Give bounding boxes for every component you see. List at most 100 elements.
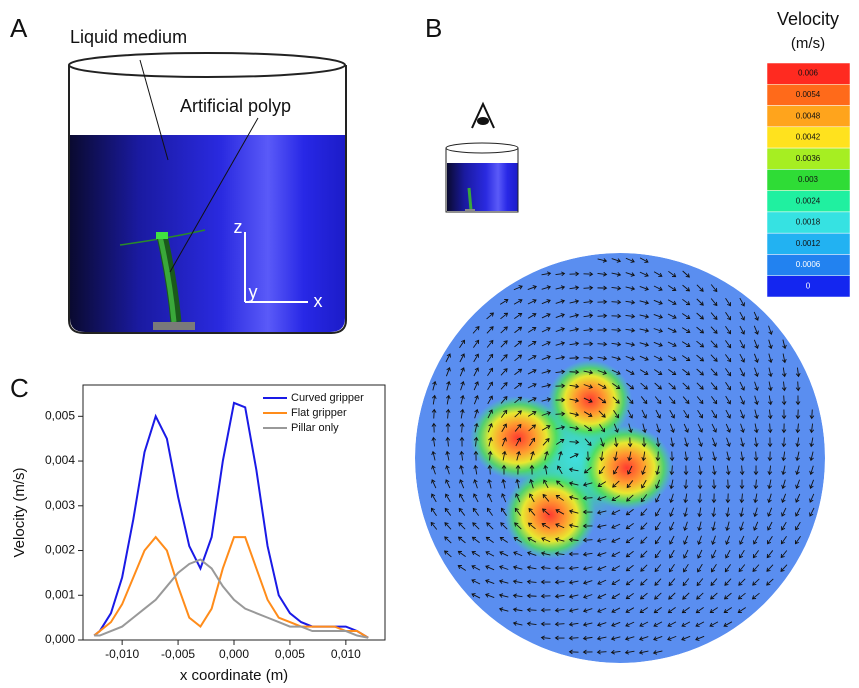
field-arrow	[514, 354, 523, 362]
field-arrow	[767, 507, 773, 517]
field-arrow	[639, 314, 650, 319]
field-arrow	[598, 396, 607, 404]
field-arrow	[514, 382, 523, 390]
field-arrow	[583, 341, 594, 347]
field-arrow	[445, 450, 450, 461]
field-arrow	[627, 409, 633, 419]
field-arrow	[710, 592, 718, 600]
field-arrow	[445, 367, 451, 377]
field-arrow	[527, 411, 537, 417]
field-arrow	[526, 565, 537, 570]
field-arrow	[529, 493, 535, 503]
field-arrow	[445, 353, 451, 363]
line-chart: -0,010 -0,005 0,000 0,005 0,010 0,000 0,001 0,0…	[11, 384, 386, 684]
field-arrow	[695, 635, 705, 641]
field-arrow	[596, 622, 607, 627]
field-arrow	[459, 339, 465, 348]
field-arrow	[541, 425, 551, 431]
field-arrow	[710, 396, 718, 405]
field-arrow	[582, 482, 593, 487]
field-arrow	[472, 507, 480, 516]
field-arrow	[767, 451, 773, 462]
field-arrow	[683, 451, 689, 462]
field-arrow	[443, 550, 452, 558]
field-arrow	[753, 493, 758, 504]
field-arrow	[682, 592, 690, 600]
field-arrow	[653, 328, 664, 333]
field-arrow	[781, 437, 787, 448]
field-arrow	[555, 341, 566, 346]
field-arrow	[669, 465, 675, 476]
field-arrow	[683, 423, 689, 433]
field-arrow	[781, 451, 787, 462]
field-arrow	[725, 521, 730, 532]
field-arrow	[669, 409, 675, 419]
field-arrow	[487, 464, 493, 475]
field-arrow	[541, 313, 551, 319]
field-arrow	[767, 521, 773, 531]
field-arrow	[555, 509, 565, 515]
field-arrow	[473, 381, 479, 391]
x-tick-label: -0,005	[161, 647, 195, 661]
field-arrow	[627, 451, 632, 462]
field-arrow	[682, 270, 690, 278]
field-arrow	[485, 536, 494, 543]
field-arrow	[795, 395, 801, 406]
field-arrow	[683, 563, 689, 573]
field-arrow	[556, 439, 565, 445]
annotation: Artificial polyp	[180, 96, 291, 116]
field-arrow	[654, 592, 662, 600]
field-arrow	[569, 412, 580, 417]
field-arrow	[795, 493, 801, 503]
field-arrow	[667, 327, 677, 333]
field-arrow	[514, 396, 523, 404]
field-arrow	[640, 564, 648, 572]
field-arrow	[582, 495, 593, 501]
field-arrow	[582, 509, 593, 515]
colorbar-label: 0	[806, 281, 811, 290]
field-arrow	[696, 312, 704, 320]
field-arrow	[681, 327, 691, 333]
field-arrow	[625, 593, 634, 600]
field-arrow	[683, 479, 689, 490]
field-arrow	[526, 621, 537, 627]
field-arrow	[471, 551, 481, 557]
field-arrow	[639, 257, 649, 263]
field-arrow	[432, 380, 437, 391]
field-arrow	[710, 284, 718, 293]
field-arrow	[543, 479, 549, 489]
field-arrow	[667, 341, 677, 347]
field-arrow	[445, 464, 450, 475]
field-arrow	[445, 436, 451, 447]
field-arrow	[445, 493, 451, 503]
field-arrow	[500, 340, 508, 348]
field-arrow	[712, 451, 717, 462]
field-arrow	[613, 410, 619, 419]
field-arrow	[696, 368, 704, 376]
colorbar-label: 0.003	[798, 175, 819, 184]
field-arrow	[512, 607, 523, 613]
field-arrow	[526, 593, 537, 599]
field-arrow	[640, 550, 648, 558]
field-arrow	[569, 425, 580, 431]
field-arrow	[625, 607, 635, 613]
field-arrow	[597, 565, 607, 571]
field-arrow	[683, 549, 689, 559]
field-arrow	[625, 536, 634, 544]
field-arrow	[740, 423, 745, 434]
field-arrow	[725, 493, 731, 504]
field-arrow	[499, 537, 508, 543]
field-arrow	[753, 451, 759, 462]
field-arrow	[625, 342, 636, 347]
field-arrow	[528, 424, 537, 432]
field-arrow	[568, 621, 579, 627]
field-arrow	[753, 465, 759, 476]
series-line	[94, 558, 369, 639]
field-arrow	[526, 607, 537, 613]
field-arrow	[754, 381, 759, 392]
field-arrow	[458, 507, 466, 516]
field-arrow	[753, 437, 759, 448]
field-arrow	[527, 383, 537, 389]
velocity-field	[415, 253, 825, 663]
field-arrow	[711, 437, 717, 447]
